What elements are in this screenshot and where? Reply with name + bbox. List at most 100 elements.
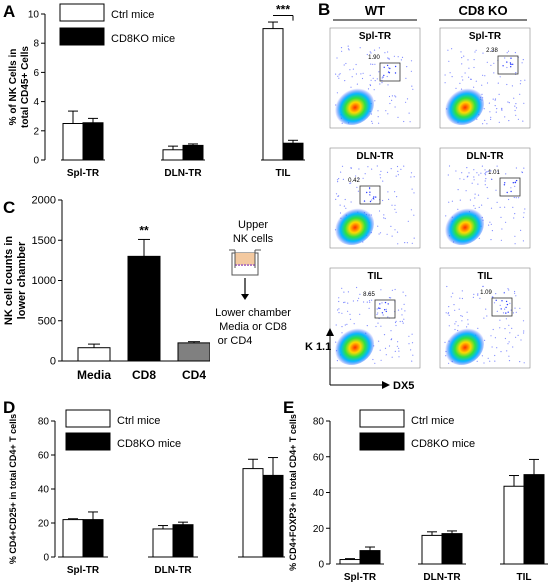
panel-b-flow: WT CD8 KO Spl-TR 1.90 Spl-TR 2.38 DLN-TR 0.42… <box>305 3 531 390</box>
scatter-dot <box>477 183 479 185</box>
flow-row-label: Spl-TR <box>359 31 392 42</box>
scatter-dot <box>514 290 516 293</box>
scatter-dot <box>394 350 396 352</box>
scatter-dot <box>504 116 506 118</box>
scatter-dot <box>379 177 382 179</box>
gate-dot <box>505 312 507 314</box>
scatter-dot <box>494 337 496 339</box>
scatter-dot <box>386 171 389 173</box>
scatter-dot <box>448 314 450 316</box>
scatter-dot <box>458 308 460 310</box>
scatter-dot <box>336 92 338 94</box>
scatter-dot <box>484 75 486 77</box>
gate-box <box>374 299 396 319</box>
scatter-dot <box>394 95 396 97</box>
scatter-dot <box>395 175 397 177</box>
scatter-dot <box>514 235 516 237</box>
scatter-dot <box>357 190 359 192</box>
gate-dot <box>503 184 506 186</box>
scatter-dot <box>523 332 525 334</box>
scatter-dot <box>359 47 361 49</box>
scatter-dot <box>506 52 508 54</box>
scatter-dot <box>387 51 389 53</box>
scatter-dot <box>463 178 465 180</box>
scatter-dot <box>384 52 386 54</box>
scatter-dot <box>489 360 491 362</box>
scatter-dot <box>496 201 498 203</box>
scatter-dot <box>445 312 447 314</box>
density-cluster <box>443 326 485 366</box>
scatter-dot <box>523 102 525 104</box>
scatter-dot <box>520 339 522 341</box>
scatter-dot <box>383 334 386 336</box>
scatter-dot <box>506 83 508 86</box>
scatter-dot <box>347 291 349 293</box>
scatter-dot <box>486 171 488 173</box>
scatter-dot <box>515 336 517 338</box>
density-cluster <box>333 326 375 366</box>
scatter-dot <box>481 355 483 357</box>
y-tick-label: 60 <box>313 452 325 463</box>
scatter-dot <box>388 198 390 200</box>
scatter-dot <box>339 73 341 75</box>
scatter-dot <box>387 316 389 318</box>
scatter-dot <box>408 343 410 345</box>
x-tick-label: TIL <box>276 168 291 179</box>
scatter-dot <box>517 118 519 120</box>
scatter-dot <box>497 82 499 84</box>
scatter-dot <box>515 103 517 105</box>
scatter-dot <box>507 101 509 103</box>
scatter-dot <box>512 312 514 314</box>
scatter-dot <box>481 204 483 206</box>
scatter-dot <box>477 327 479 329</box>
scatter-dot <box>341 312 343 314</box>
scatter-dot <box>513 217 515 219</box>
flow-plot: Spl-TR 1.90 <box>329 27 421 129</box>
bar <box>182 144 204 161</box>
scatter-dot <box>398 350 400 352</box>
legend-label: CD8KO mice <box>411 438 475 450</box>
scatter-dot <box>491 296 493 298</box>
scatter-dot <box>391 99 393 101</box>
bar <box>82 519 104 558</box>
scatter-dot <box>448 362 450 364</box>
scatter-dot <box>469 199 471 201</box>
scatter-dot <box>390 225 392 227</box>
scatter-dot <box>514 185 516 187</box>
legend-label: CD8KO mice <box>111 33 175 45</box>
scatter-dot <box>411 242 413 244</box>
legend-swatch <box>65 409 111 428</box>
scatter-dot <box>347 45 349 47</box>
gate-dot <box>506 191 508 194</box>
scatter-dot <box>384 217 386 220</box>
bar <box>242 468 264 558</box>
scatter-dot <box>369 74 371 76</box>
scatter-dot <box>350 86 352 88</box>
y-axis-label: lower chamber <box>16 241 28 319</box>
y-tick-label: 60 <box>38 451 50 462</box>
scatter-dot <box>394 204 396 206</box>
scatter-dot <box>390 297 392 299</box>
panel-a-chart: 0 2 4 6 8 10 Spl-TR DLN-TR TIL % of NK Cells in to… <box>8 2 305 179</box>
scatter-dot <box>453 304 455 306</box>
scatter-dot <box>494 354 496 357</box>
upper-chamber-fill <box>235 253 255 265</box>
scatter-dot <box>362 177 364 179</box>
scatter-dot <box>467 319 469 321</box>
scatter-dot <box>483 362 485 364</box>
scatter-dot <box>397 56 399 58</box>
scatter-dot <box>509 302 511 304</box>
scatter-dot <box>490 118 492 120</box>
x-tick-label: Spl-TR <box>67 565 100 576</box>
scatter-dot <box>514 243 516 245</box>
y-tick-label: 6 <box>33 68 39 79</box>
scatter-dot <box>378 71 380 73</box>
gate-dot <box>384 301 387 304</box>
scatter-dot <box>511 327 513 329</box>
scatter-dot <box>507 288 509 290</box>
scatter-dot <box>478 206 480 208</box>
scatter-dot <box>403 120 405 123</box>
scatter-dot <box>508 289 510 291</box>
scatter-dot <box>399 320 401 323</box>
scatter-dot <box>497 171 499 173</box>
